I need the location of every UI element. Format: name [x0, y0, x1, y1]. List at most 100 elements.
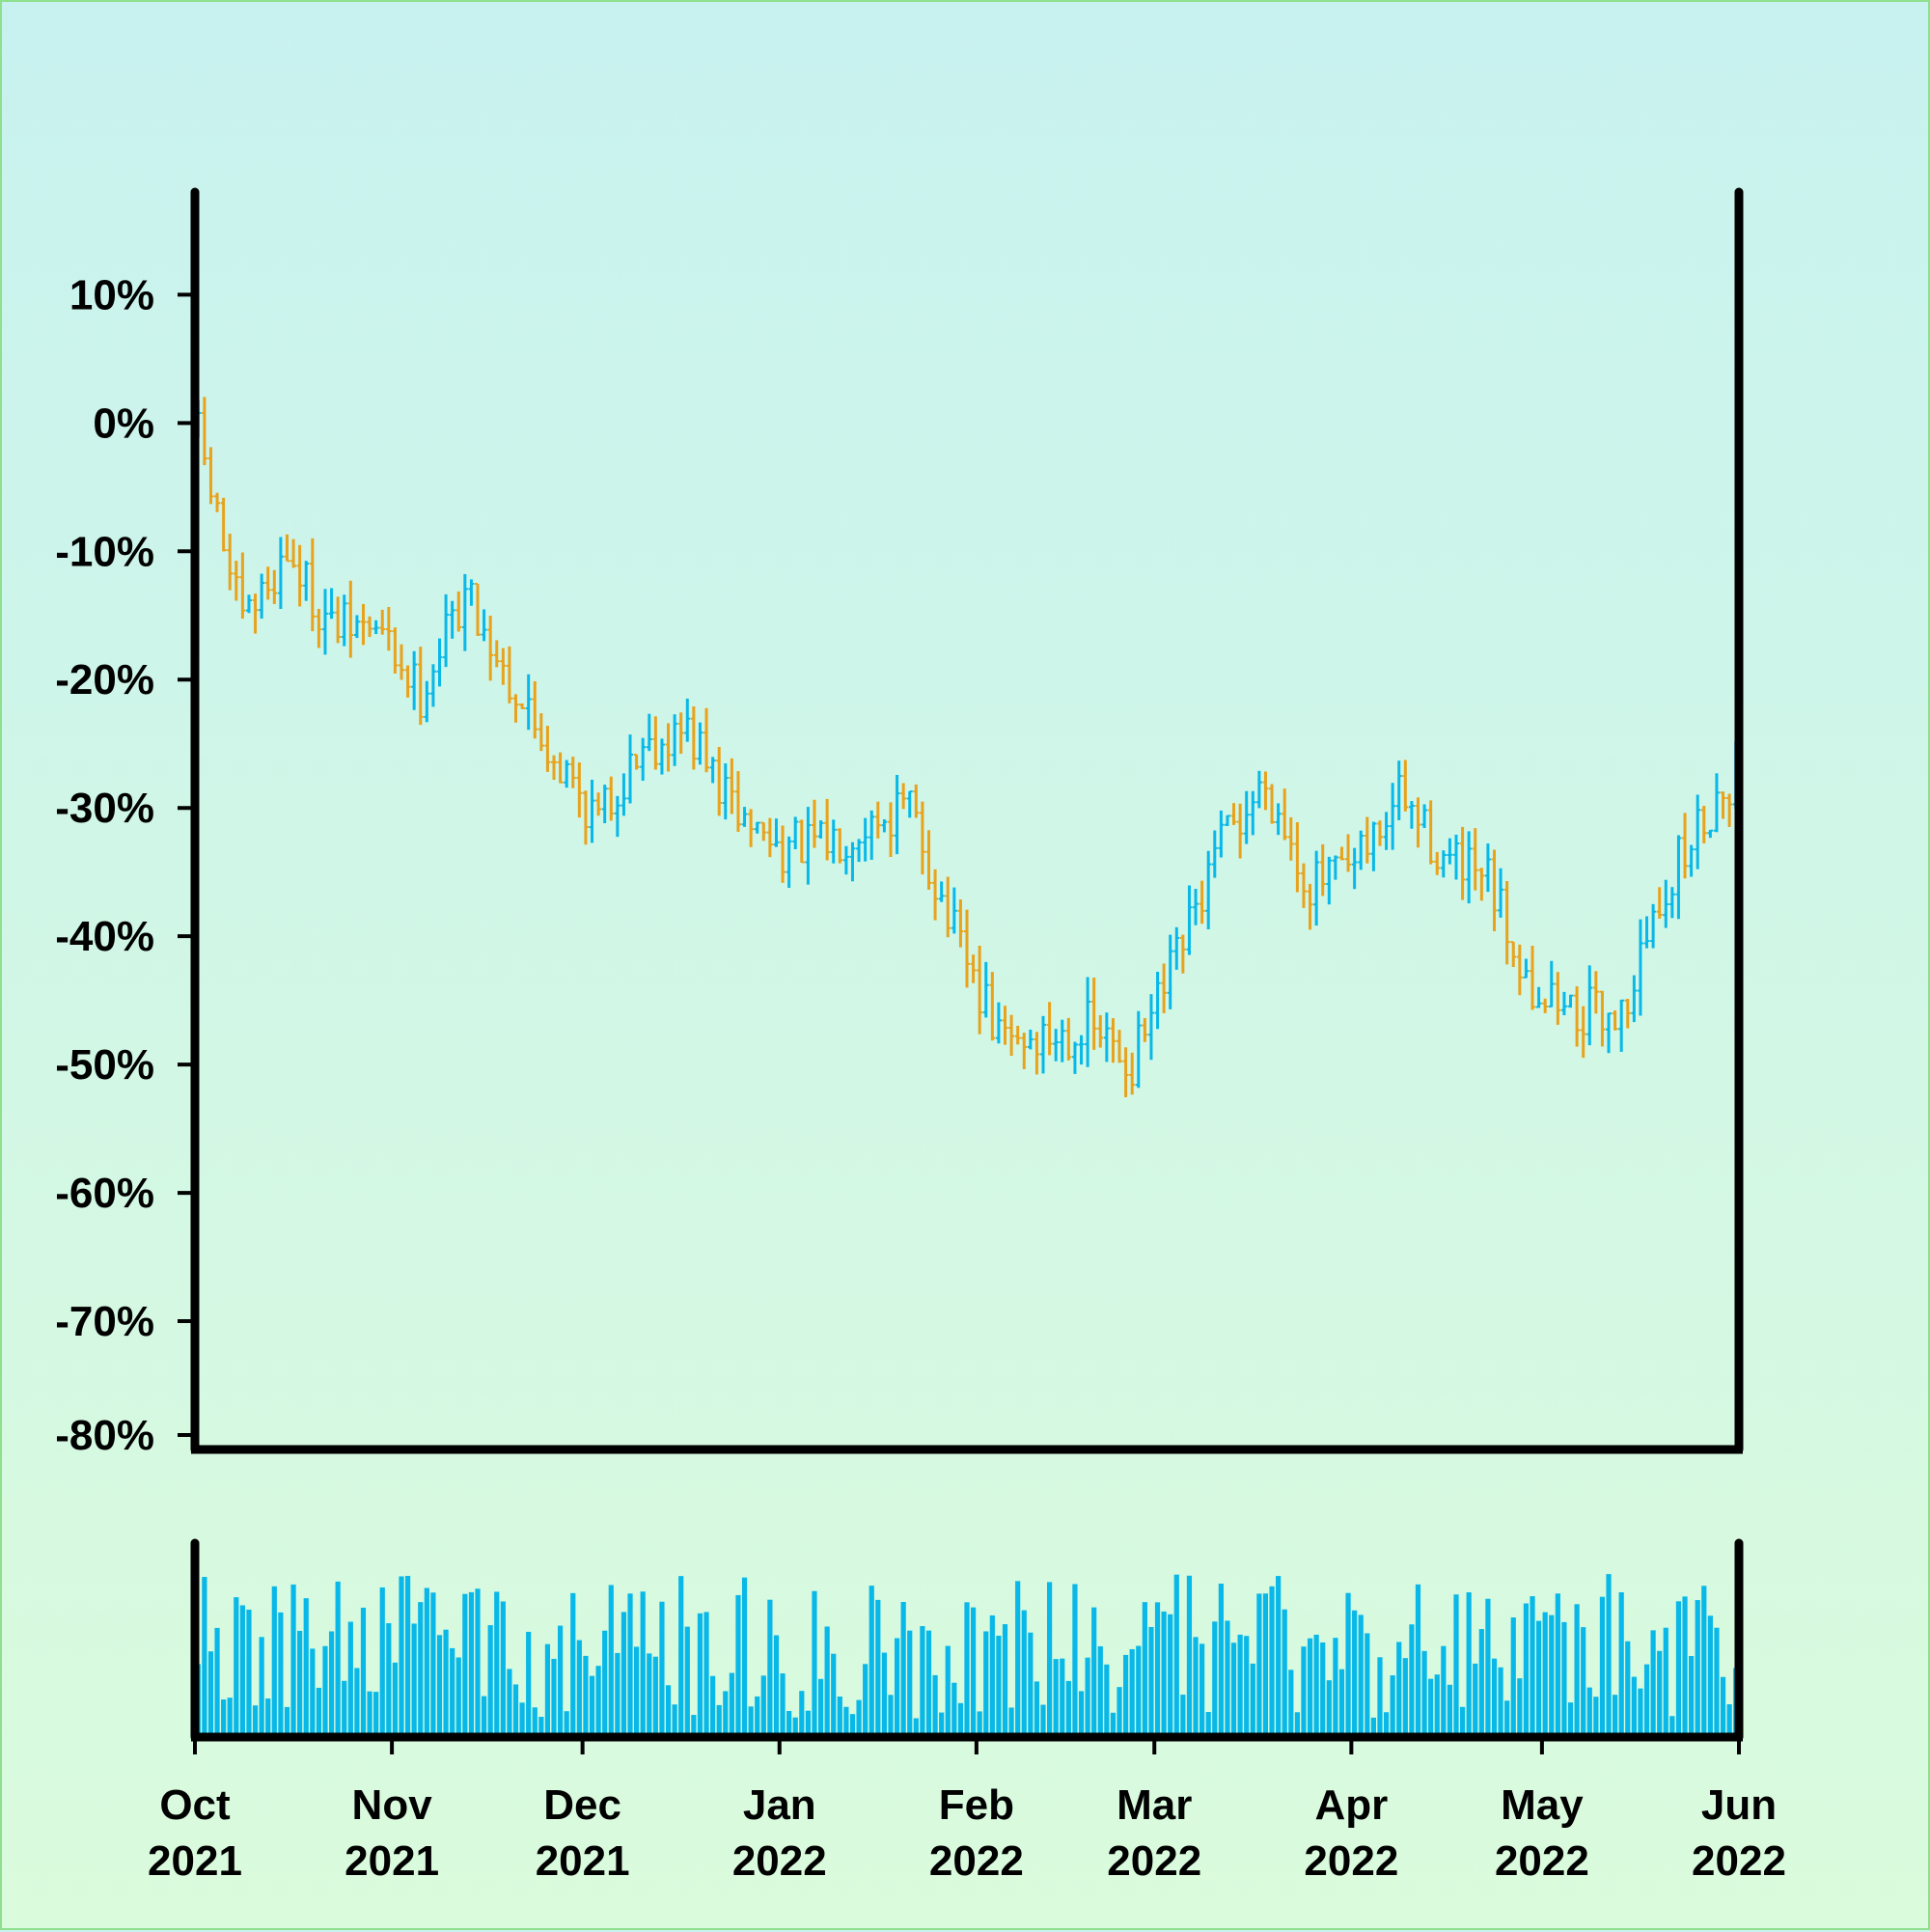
volume-bar: [602, 1630, 608, 1733]
volume-bar: [1313, 1634, 1319, 1733]
volume-bar: [672, 1704, 677, 1733]
volume-bar: [875, 1599, 881, 1733]
volume-bar: [487, 1625, 493, 1733]
ohlc-bar: [1586, 965, 1593, 1046]
volume-bar: [913, 1718, 919, 1733]
ohlc-bar: [1294, 822, 1301, 893]
ohlc-bar: [1065, 1017, 1072, 1061]
volume-bar: [443, 1629, 449, 1733]
ohlc-bar: [1351, 847, 1358, 890]
y-tick-label: -80%: [55, 1412, 154, 1459]
volume-bar: [665, 1685, 672, 1733]
x-tick-label-month: Oct: [159, 1781, 231, 1829]
volume-bar: [373, 1692, 379, 1733]
volume-bar: [1123, 1654, 1129, 1733]
volume-bar: [583, 1655, 589, 1733]
ohlc-bar: [964, 909, 970, 988]
ohlc-bar: [633, 753, 640, 770]
volume-bar: [1218, 1584, 1224, 1733]
volume-bar: [1338, 1669, 1345, 1733]
volume-bar: [1396, 1642, 1402, 1733]
ohlc-bar: [906, 790, 913, 818]
ohlc-bar: [1129, 1052, 1136, 1095]
ohlc-bar: [1555, 972, 1561, 1025]
ohlc-bar: [677, 712, 684, 755]
ohlc-bar: [1466, 831, 1473, 904]
volume-bar: [367, 1691, 372, 1733]
volume-bar: [1136, 1645, 1142, 1733]
volume-bar: [1345, 1592, 1351, 1733]
volume-bar: [1650, 1630, 1656, 1733]
ohlc-bar: [754, 821, 760, 834]
ohlc-bar: [780, 825, 786, 883]
ohlc-bar: [824, 798, 831, 861]
volume-bar: [1593, 1697, 1599, 1733]
volume-bar: [659, 1601, 665, 1733]
volume-bar: [1675, 1601, 1682, 1733]
ohlc-bar: [658, 738, 665, 775]
volume-bar: [1212, 1621, 1218, 1733]
ohlc-bar: [1262, 771, 1269, 811]
volume-bar: [1567, 1702, 1574, 1733]
ohlc-bar: [392, 627, 399, 675]
volume-bar: [817, 1678, 824, 1733]
ohlc-bar: [811, 799, 817, 848]
volume-bar: [265, 1698, 271, 1733]
volume-bar: [780, 1673, 786, 1733]
x-tick-label-month: Apr: [1314, 1781, 1388, 1829]
ohlc-bar: [995, 1002, 1002, 1044]
volume-bar: [526, 1631, 532, 1733]
volume-bar: [481, 1696, 487, 1733]
ohlc-bar: [684, 698, 691, 742]
ohlc-bar: [1580, 1006, 1586, 1059]
volume-bar: [863, 1664, 868, 1733]
volume-bar: [284, 1706, 290, 1733]
volume-bar: [1002, 1624, 1008, 1733]
volume-bar: [360, 1607, 367, 1733]
ohlc-bar: [849, 842, 856, 882]
volume-bar: [1606, 1574, 1612, 1733]
ohlc-bar: [341, 594, 347, 647]
ohlc-bar: [1332, 855, 1338, 880]
volume-bar: [1453, 1594, 1459, 1733]
ohlc-bar: [1364, 816, 1370, 864]
ohlc-bar: [608, 776, 615, 821]
ohlc-bar: [360, 603, 367, 646]
ohlc-bar: [1491, 849, 1498, 931]
ohlc-bar: [1147, 994, 1154, 1061]
ohlc-bar: [881, 819, 888, 833]
ohlc-bar: [1269, 784, 1276, 824]
volume-bar: [970, 1607, 977, 1733]
volume-bar: [322, 1645, 328, 1733]
volume-bar: [1669, 1716, 1675, 1733]
ohlc-bar: [1313, 850, 1320, 926]
volume-bar: [1542, 1612, 1548, 1733]
ohlc-bar: [1637, 919, 1643, 1016]
volume-bar: [786, 1710, 792, 1733]
ohlc-bar: [1300, 863, 1307, 908]
ohlc-bar: [1255, 770, 1262, 809]
volume-bar: [1199, 1643, 1205, 1733]
ohlc-bar: [1650, 903, 1657, 949]
volume-bar: [328, 1631, 335, 1733]
x-tick-label-year: 2022: [732, 1837, 827, 1885]
volume-bar: [1643, 1664, 1650, 1733]
volume-bar: [468, 1591, 475, 1733]
ohlc-bar: [296, 544, 303, 607]
volume-bar: [1466, 1592, 1472, 1733]
ohlc-bar: [709, 757, 716, 784]
ohlc-bar: [252, 593, 259, 634]
volume-bar: [246, 1609, 252, 1733]
ohlc-bar: [1567, 994, 1574, 1008]
volume-bar: [494, 1591, 500, 1733]
ohlc-bar: [1542, 998, 1549, 1013]
volume-bar: [881, 1652, 888, 1733]
volume-bar: [1409, 1624, 1415, 1733]
volume-bar: [1657, 1650, 1663, 1733]
volume-bar: [1530, 1596, 1535, 1733]
ohlc-bar: [1161, 963, 1168, 1013]
volume-panel-axes: [190, 1538, 1744, 1742]
ohlc-bar: [697, 722, 703, 765]
